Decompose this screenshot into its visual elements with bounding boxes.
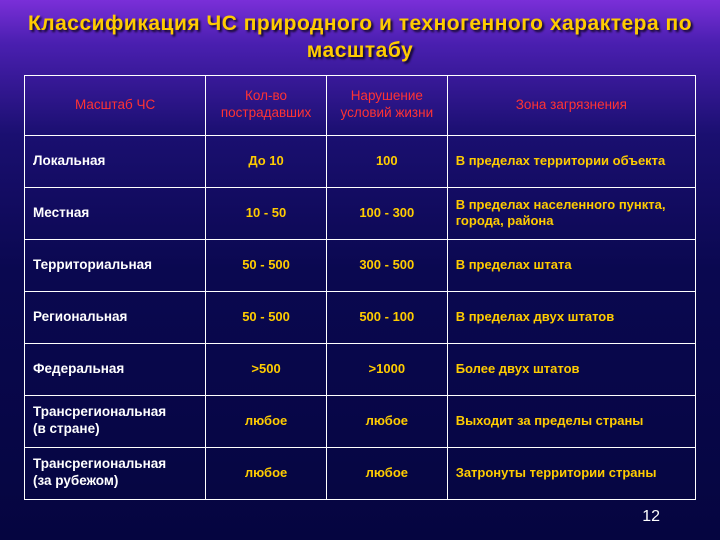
- cell-c3: 100 - 300: [326, 187, 447, 239]
- cell-c2: 10 - 50: [206, 187, 327, 239]
- cell-c3: 500 - 100: [326, 291, 447, 343]
- cell-c1: Трансрегиональная (за рубежом): [25, 447, 206, 499]
- classification-table: Масштаб ЧС Кол-во пострадавших Нарушение…: [24, 75, 696, 500]
- col-header-victims: Кол-во пострадавших: [206, 75, 327, 135]
- cell-c1: Региональная: [25, 291, 206, 343]
- col-header-zone: Зона загрязнения: [447, 75, 695, 135]
- table-row: Трансрегиональная (в стране)любоелюбоеВы…: [25, 395, 696, 447]
- cell-c4: Выходит за пределы страны: [447, 395, 695, 447]
- cell-c1: Местная: [25, 187, 206, 239]
- table-row: Федеральная>500>1000Более двух штатов: [25, 343, 696, 395]
- cell-c2: До 10: [206, 135, 327, 187]
- cell-c4: В пределах двух штатов: [447, 291, 695, 343]
- cell-c4: В пределах штата: [447, 239, 695, 291]
- slide-title: Классификация ЧС природного и техногенно…: [24, 10, 696, 65]
- table-row: ЛокальнаяДо 10100В пределах территории о…: [25, 135, 696, 187]
- cell-c4: Более двух штатов: [447, 343, 695, 395]
- cell-c2: 50 - 500: [206, 239, 327, 291]
- cell-c2: любое: [206, 395, 327, 447]
- table-body: ЛокальнаяДо 10100В пределах территории о…: [25, 135, 696, 499]
- cell-c3: >1000: [326, 343, 447, 395]
- cell-c4: В пределах территории объекта: [447, 135, 695, 187]
- table-row: Трансрегиональная (за рубежом)любоелюбое…: [25, 447, 696, 499]
- cell-c3: 100: [326, 135, 447, 187]
- cell-c4: Затронуты территории страны: [447, 447, 695, 499]
- cell-c2: 50 - 500: [206, 291, 327, 343]
- cell-c3: 300 - 500: [326, 239, 447, 291]
- page-number: 12: [642, 508, 660, 526]
- cell-c1: Федеральная: [25, 343, 206, 395]
- table-row: Территориальная50 - 500300 - 500В предел…: [25, 239, 696, 291]
- table-row: Региональная50 - 500500 - 100В пределах …: [25, 291, 696, 343]
- cell-c2: любое: [206, 447, 327, 499]
- cell-c1: Территориальная: [25, 239, 206, 291]
- cell-c1: Трансрегиональная (в стране): [25, 395, 206, 447]
- table-header-row: Масштаб ЧС Кол-во пострадавших Нарушение…: [25, 75, 696, 135]
- cell-c3: любое: [326, 395, 447, 447]
- cell-c3: любое: [326, 447, 447, 499]
- cell-c4: В пределах населенного пункта, города, р…: [447, 187, 695, 239]
- cell-c1: Локальная: [25, 135, 206, 187]
- cell-c2: >500: [206, 343, 327, 395]
- col-header-scale: Масштаб ЧС: [25, 75, 206, 135]
- table-row: Местная10 - 50100 - 300В пределах населе…: [25, 187, 696, 239]
- col-header-disruption: Нарушение условий жизни: [326, 75, 447, 135]
